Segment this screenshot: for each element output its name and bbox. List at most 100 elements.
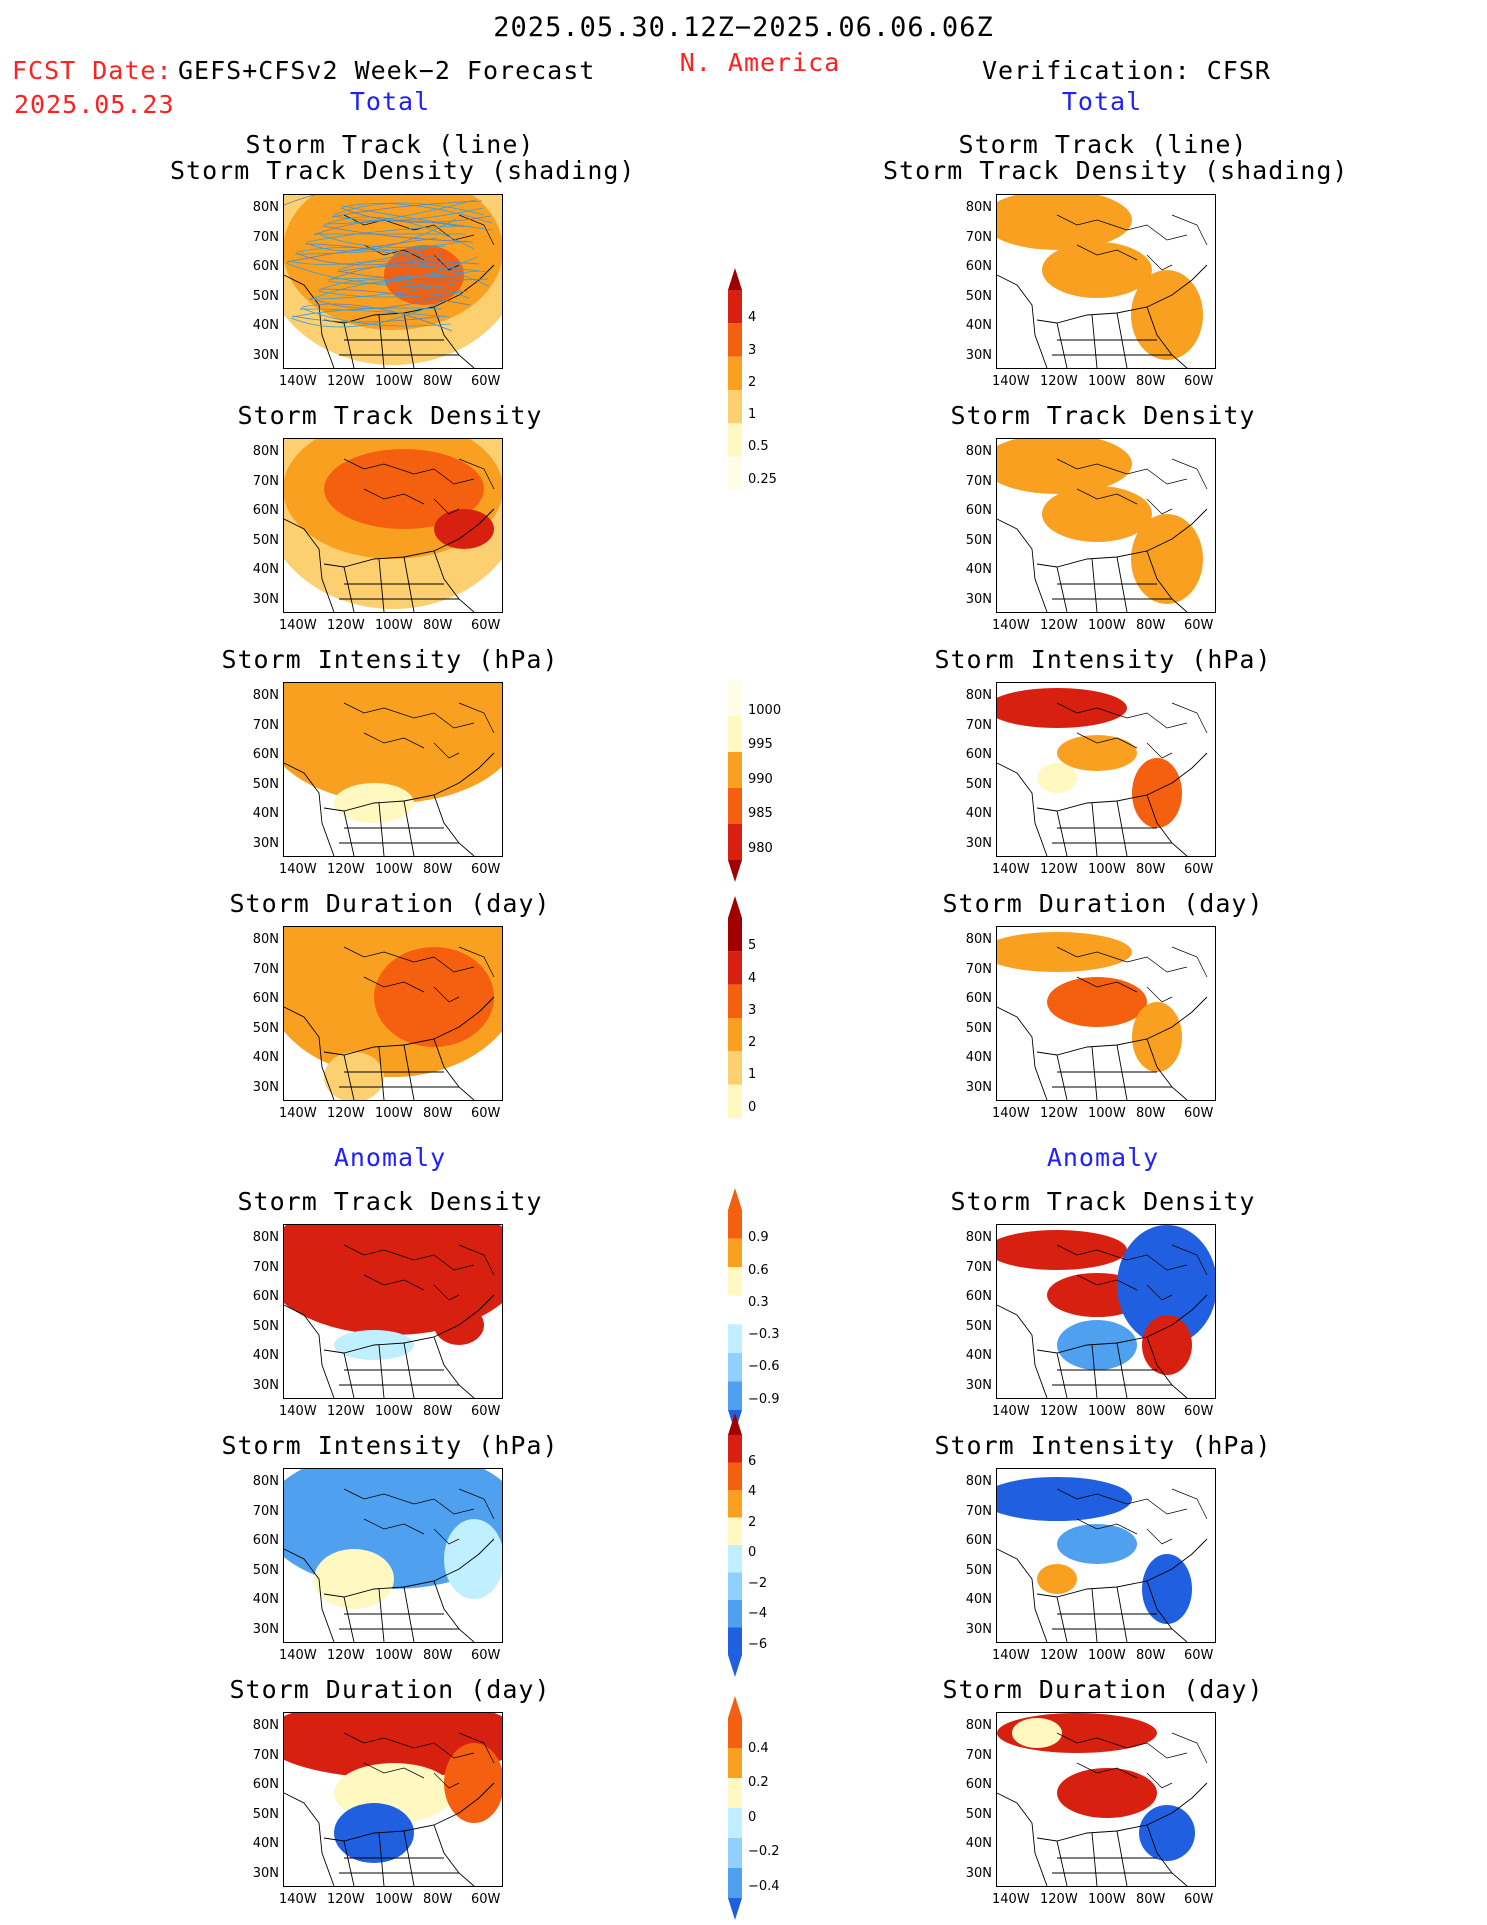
- lat-label: 50N: [252, 1562, 279, 1578]
- lon-label: 80W: [423, 374, 453, 389]
- lat-label: 60N: [965, 503, 992, 518]
- map-left-anom-intensity: [283, 1468, 503, 1643]
- lat-label: 40N: [252, 1348, 279, 1363]
- lon-label: 140W: [992, 1892, 1030, 1907]
- colorbar-density-anom: [728, 1188, 742, 1432]
- colorbar-intensity-total-tick: 995: [748, 737, 773, 753]
- lat-label: 70N: [965, 1259, 992, 1275]
- lon-label: 140W: [992, 862, 1030, 877]
- lon-label: 140W: [992, 1648, 1030, 1663]
- lon-label: 100W: [375, 1404, 413, 1419]
- colorbar-intensity-total-tick: 1000: [748, 702, 782, 718]
- colorbar-duration-anom-tick: 0.4: [748, 1740, 769, 1756]
- colorbar-duration-total-tick: 0: [748, 1099, 757, 1115]
- lat-label: 60N: [965, 747, 992, 762]
- lat-label: 30N: [252, 1377, 279, 1393]
- lat-label: 30N: [252, 347, 279, 363]
- colorbar-intensity-total-tick: 990: [748, 771, 773, 787]
- lon-label: 100W: [375, 618, 413, 633]
- lon-label: 60W: [1184, 618, 1214, 633]
- lon-label: 100W: [1088, 1106, 1126, 1121]
- lon-label: 60W: [1184, 1648, 1214, 1663]
- lat-label: 80N: [965, 1718, 992, 1733]
- lat-label: 70N: [252, 1503, 279, 1519]
- lon-label: 140W: [992, 1404, 1030, 1419]
- lon-label: 140W: [992, 618, 1030, 633]
- lat-label: 30N: [965, 835, 992, 851]
- lon-label: 120W: [1040, 618, 1078, 633]
- lat-label: 60N: [252, 503, 279, 518]
- lat-label: 60N: [252, 747, 279, 762]
- colorbar-duration-anom: [728, 1696, 742, 1920]
- colorbar-intensity-anom-tick: −6: [748, 1636, 768, 1652]
- lon-label: 140W: [992, 374, 1030, 389]
- colorbar-intensity-anom-tick: 4: [748, 1484, 757, 1500]
- lat-label: 80N: [252, 444, 279, 459]
- lat-label: 70N: [252, 229, 279, 245]
- lon-label: 100W: [1088, 1404, 1126, 1419]
- map-right-duration: [996, 926, 1216, 1101]
- panel-title-anom-density-right: Storm Track Density: [950, 1187, 1256, 1216]
- lon-label: 140W: [279, 374, 317, 389]
- lon-label: 80W: [1136, 1892, 1166, 1907]
- lon-label: 80W: [423, 1106, 453, 1121]
- lat-label: 80N: [252, 1474, 279, 1489]
- lon-label: 120W: [327, 618, 365, 633]
- lat-label: 50N: [252, 288, 279, 304]
- lat-label: 30N: [965, 347, 992, 363]
- colorbar-duration-total-tick: 5: [748, 938, 757, 954]
- lon-label: 120W: [1040, 1892, 1078, 1907]
- lat-label: 60N: [965, 259, 992, 274]
- panel-title-track-shading-right: Storm Track Density (shading): [883, 156, 1349, 185]
- lon-label: 100W: [1088, 618, 1126, 633]
- lat-label: 50N: [965, 1562, 992, 1578]
- lon-label: 80W: [1136, 1648, 1166, 1663]
- lon-label: 100W: [1088, 862, 1126, 877]
- lon-label: 80W: [423, 1648, 453, 1663]
- map-left-density: [283, 438, 503, 613]
- lat-label: 70N: [252, 717, 279, 733]
- lon-label: 120W: [1040, 1404, 1078, 1419]
- lat-label: 40N: [965, 562, 992, 577]
- section-total-left: Total: [349, 87, 431, 116]
- lon-label: 140W: [279, 862, 317, 877]
- region-label: N. America: [679, 48, 841, 77]
- lon-label: 100W: [375, 1892, 413, 1907]
- lon-label: 100W: [375, 1106, 413, 1121]
- map-left-anom-duration: [283, 1712, 503, 1887]
- lat-label: 60N: [965, 1289, 992, 1304]
- lon-label: 120W: [1040, 1648, 1078, 1663]
- lon-label: 120W: [327, 1648, 365, 1663]
- panel-title-duration-right: Storm Duration (day): [942, 889, 1264, 918]
- section-total-right: Total: [1061, 87, 1143, 116]
- panel-title-anom-duration-left: Storm Duration (day): [229, 1675, 551, 1704]
- colorbar-density-total-tick: 0.25: [748, 471, 777, 487]
- lon-label: 120W: [1040, 862, 1078, 877]
- lat-label: 50N: [965, 776, 992, 792]
- section-anomaly-right: Anomaly: [1046, 1143, 1160, 1172]
- lat-label: 40N: [965, 806, 992, 821]
- lat-label: 30N: [252, 1621, 279, 1637]
- colorbar-density-anom-tick: −0.3: [748, 1327, 780, 1343]
- fcst-date-label: FCST Date:: [12, 56, 173, 85]
- lat-label: 50N: [965, 1318, 992, 1334]
- lat-label: 80N: [252, 1718, 279, 1733]
- lon-label: 60W: [1184, 862, 1214, 877]
- lat-label: 60N: [252, 991, 279, 1006]
- lon-label: 60W: [471, 1648, 501, 1663]
- lat-label: 50N: [252, 1806, 279, 1822]
- map-right-track: [996, 194, 1216, 369]
- lat-label: 30N: [252, 1079, 279, 1095]
- colorbar-intensity-anom-tick: 2: [748, 1514, 757, 1530]
- colorbar-density-total-tick: 2: [748, 374, 757, 390]
- lat-label: 70N: [252, 961, 279, 977]
- lat-label: 50N: [965, 1806, 992, 1822]
- lon-label: 80W: [423, 1404, 453, 1419]
- lat-label: 70N: [252, 1259, 279, 1275]
- map-left-duration: [283, 926, 503, 1101]
- lat-label: 50N: [252, 1318, 279, 1334]
- lon-label: 140W: [279, 618, 317, 633]
- lat-label: 60N: [252, 1777, 279, 1792]
- panel-title-density-left: Storm Track Density: [237, 401, 543, 430]
- lat-label: 80N: [965, 932, 992, 947]
